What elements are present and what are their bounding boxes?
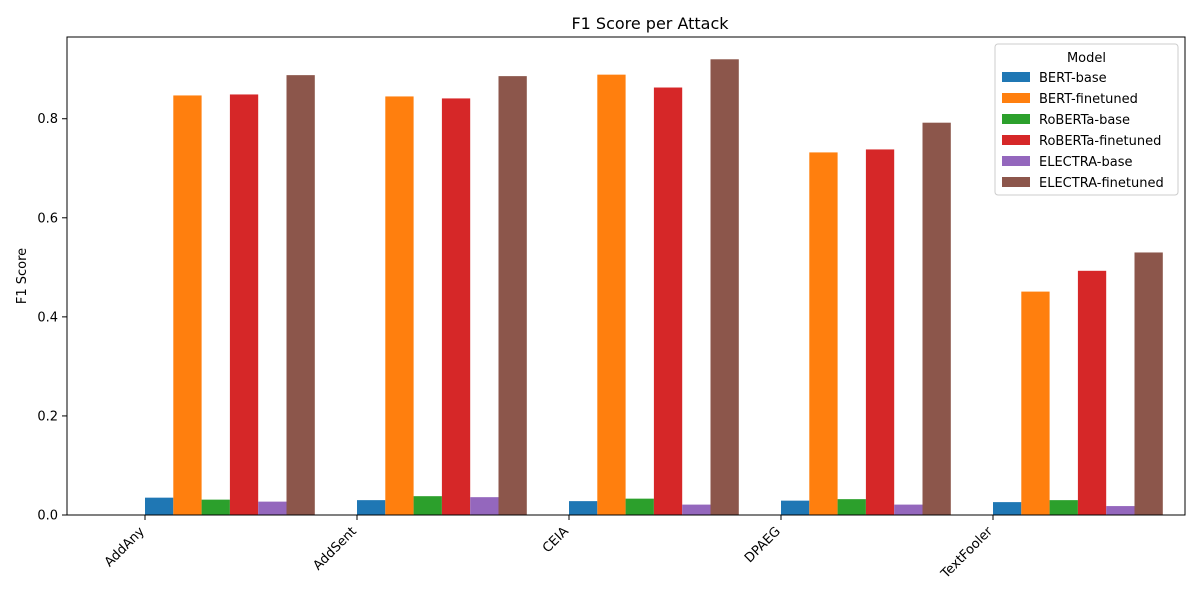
legend-label-bert-finetuned: BERT-finetuned — [1039, 92, 1138, 107]
legend-swatch-roberta-base — [1002, 114, 1030, 124]
bar-electra-finetuned-ceia — [710, 59, 739, 515]
y-tick-label: 0.6 — [37, 211, 58, 226]
y-tick-label: 0.2 — [37, 409, 58, 424]
bar-roberta-finetuned-addany — [229, 94, 259, 516]
x-tick-label: AddSent — [310, 524, 359, 573]
bar-bert-base-addany — [145, 497, 174, 515]
bar-bert-finetuned-dpaeg — [809, 152, 838, 515]
y-axis-label: F1 Score — [15, 248, 30, 304]
bar-electra-base-addany — [258, 501, 287, 515]
bar-roberta-finetuned-addsent — [441, 98, 471, 516]
bar-roberta-base-textfooler — [1049, 500, 1078, 515]
x-tick-label: DPAEG — [742, 524, 784, 566]
legend-title: Model — [1067, 51, 1106, 66]
bar-bert-finetuned-addsent — [385, 96, 414, 515]
legend-swatch-bert-base — [1002, 72, 1030, 82]
bar-roberta-base-dpaeg — [837, 499, 866, 515]
legend-swatch-roberta-finetuned — [1002, 135, 1030, 145]
legend: Model BERT-base BERT-finetuned RoBERTa-base… — [994, 43, 1179, 196]
legend-label-electra-finetuned: ELECTRA-finetuned — [1039, 176, 1164, 191]
bars-group — [145, 59, 1163, 516]
y-tick-label: 0.0 — [37, 509, 58, 524]
bar-roberta-finetuned-textfooler — [1077, 270, 1107, 515]
bar-electra-finetuned-addany — [286, 75, 315, 515]
bar-electra-base-dpaeg — [894, 504, 923, 515]
bar-roberta-base-addany — [201, 499, 230, 515]
y-tick-label: 0.8 — [37, 112, 58, 127]
bar-bert-finetuned-addany — [173, 95, 202, 515]
y-tick-label: 0.4 — [37, 310, 58, 325]
x-tick-label: CEIA — [540, 524, 572, 556]
bar-electra-base-textfooler — [1106, 506, 1135, 515]
x-tick-label: AddAny — [102, 524, 148, 570]
legend-swatch-bert-finetuned — [1002, 93, 1030, 103]
bar-bert-base-ceia — [569, 501, 598, 515]
chart-title: F1 Score per Attack — [571, 14, 729, 33]
bar-bert-finetuned-textfooler — [1021, 291, 1050, 515]
bar-electra-base-ceia — [682, 504, 711, 515]
y-axis: 0.0 0.2 0.4 0.6 0.8 — [37, 112, 67, 524]
bar-electra-finetuned-dpaeg — [922, 122, 951, 515]
bar-bert-base-textfooler — [993, 502, 1022, 515]
plot-frame — [66, 36, 1186, 516]
legend-swatch-electra-base — [1002, 156, 1030, 166]
legend-box — [994, 43, 1179, 196]
bar-electra-base-addsent — [470, 497, 499, 515]
bar-roberta-finetuned-dpaeg — [865, 149, 895, 515]
x-tick-label: TextFooler — [938, 524, 997, 583]
bar-bert-base-addsent — [357, 500, 386, 515]
x-axis: AddAny AddSent CEIA DPAEG TextFooler — [102, 515, 996, 582]
bar-bert-finetuned-ceia — [597, 74, 626, 516]
legend-label-electra-base: ELECTRA-base — [1039, 155, 1132, 170]
bar-electra-finetuned-textfooler — [1134, 252, 1163, 515]
bar-electra-finetuned-addsent — [498, 76, 527, 515]
legend-label-roberta-finetuned: RoBERTa-finetuned — [1039, 134, 1161, 149]
bar-roberta-finetuned-ceia — [653, 87, 683, 516]
legend-label-bert-base: BERT-base — [1039, 71, 1107, 86]
bar-bert-base-dpaeg — [781, 500, 810, 515]
bar-roberta-base-ceia — [625, 498, 654, 515]
bar-roberta-base-addsent — [413, 496, 442, 515]
legend-label-roberta-base: RoBERTa-base — [1039, 113, 1130, 128]
legend-swatch-electra-finetuned — [1002, 177, 1030, 187]
